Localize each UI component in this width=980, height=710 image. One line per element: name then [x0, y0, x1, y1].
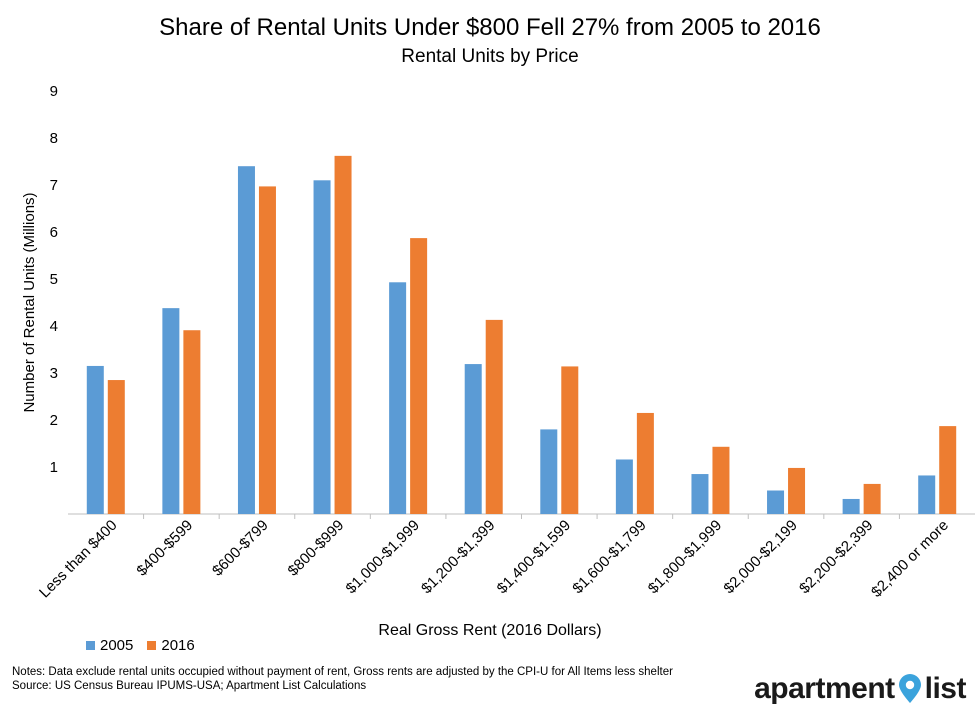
- y-tick-label: 5: [50, 271, 58, 288]
- bar-2005-7: [615, 459, 633, 514]
- chart-title: Share of Rental Units Under $800 Fell 27…: [159, 14, 821, 41]
- location-pin-icon: [898, 674, 921, 703]
- notes-line: Notes: Data exclude rental units occupie…: [12, 666, 673, 678]
- legend-swatch-2016: [147, 641, 157, 650]
- notes: Notes: Data exclude rental units occupie…: [12, 665, 673, 693]
- bar-2016-7: [636, 412, 654, 514]
- bar-2005-5: [464, 364, 482, 514]
- y-tick-label: 7: [50, 177, 58, 194]
- apartment-list-logo: apartment list: [754, 672, 966, 706]
- chart-subtitle: Rental Units by Price: [401, 46, 579, 67]
- x-tick-label: $400-$599: [133, 517, 196, 580]
- logo-text-list: list: [924, 672, 967, 705]
- x-tick-label: $2,400 or more: [868, 517, 952, 601]
- y-tick-label: 6: [50, 224, 58, 241]
- bar-2016-6: [561, 366, 579, 514]
- bar-2016-3: [334, 155, 352, 515]
- x-tick-label: $600-$799: [209, 517, 272, 580]
- bar-2005-11: [918, 475, 936, 514]
- x-tick-label: Less than $400: [36, 517, 121, 602]
- bar-2005-9: [767, 490, 785, 514]
- bar-2005-10: [842, 498, 860, 514]
- bar-2005-3: [313, 180, 331, 515]
- bar-2005-6: [540, 429, 558, 514]
- bar-2005-8: [691, 474, 709, 514]
- y-tick-label: 2: [50, 412, 58, 429]
- y-tick-label: 1: [50, 459, 58, 476]
- logo-text-apartment: apartment: [754, 672, 895, 705]
- bar-2016-1: [183, 330, 201, 514]
- y-tick-label: 3: [50, 365, 58, 382]
- bar-chart: Number of Rental Units (Millions) 1 2 3 4 5 6 7…: [21, 83, 975, 602]
- x-tick-label: $2,000-$2,199: [720, 517, 800, 597]
- source-line: Source: US Census Bureau IPUMS-USA; Apar…: [12, 680, 367, 692]
- bar-2016-10: [863, 483, 881, 514]
- x-tick-label: $1,800-$1,999: [645, 517, 725, 597]
- x-axis-label: Real Gross Rent (2016 Dollars): [378, 622, 602, 639]
- legend: 2005 2016: [86, 637, 209, 654]
- bar-2005-4: [389, 282, 407, 514]
- bar-2005-0: [86, 365, 104, 514]
- y-axis-label: Number of Rental Units (Millions): [21, 192, 38, 412]
- bar-2016-11: [939, 426, 957, 514]
- bar-2016-4: [410, 238, 428, 515]
- y-tick-label: 9: [50, 83, 58, 100]
- x-tick-label: $2,200-$2,399: [796, 517, 876, 597]
- legend-swatch-2005: [86, 641, 95, 650]
- bar-2016-5: [485, 319, 503, 514]
- legend-item-2016: 2016: [147, 637, 195, 654]
- bar-2016-8: [712, 446, 730, 514]
- x-tick-label: $800-$999: [285, 517, 348, 580]
- bar-2005-1: [162, 308, 180, 514]
- bar-2016-2: [258, 186, 276, 514]
- x-tick-label: $1,400-$1,599: [494, 517, 574, 597]
- bar-2016-9: [788, 467, 806, 514]
- bar-2016-0: [107, 380, 125, 514]
- x-tick-label: $1,600-$1,799: [569, 517, 649, 597]
- legend-item-2005: 2005: [86, 637, 133, 654]
- legend-label-2016: 2016: [161, 637, 195, 654]
- x-tick-label: $1,200-$1,399: [418, 517, 498, 597]
- bar-2005-2: [237, 166, 255, 514]
- legend-label-2005: 2005: [100, 637, 134, 654]
- y-tick-label: 4: [50, 318, 58, 335]
- x-tick-label: $1,000-$1,999: [343, 517, 423, 597]
- y-tick-label: 8: [50, 130, 58, 147]
